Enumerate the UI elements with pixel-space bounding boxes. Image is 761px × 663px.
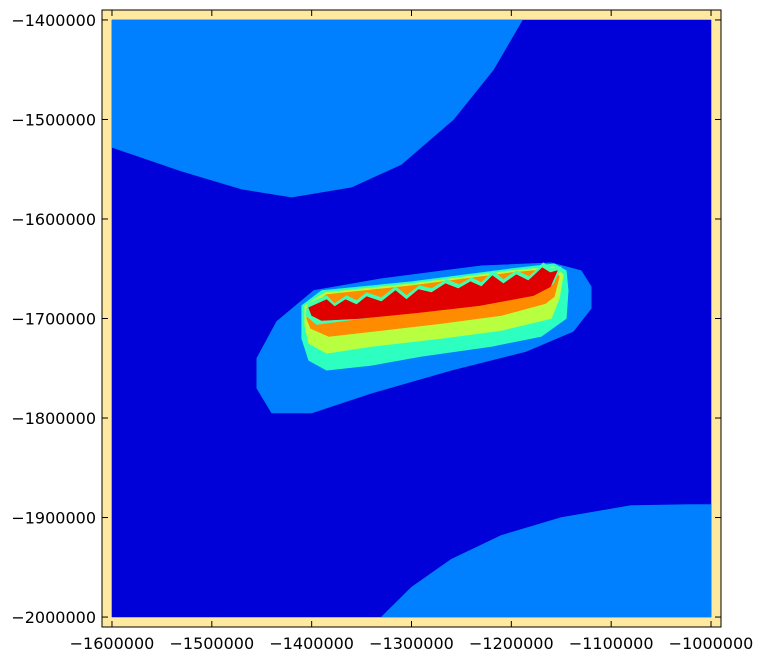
contour-level-1-region-1: [381, 504, 712, 618]
x-tick-label: −1600000: [70, 634, 155, 653]
y-tick-label: −1700000: [11, 310, 96, 329]
x-tick-label: −1000000: [669, 634, 754, 653]
y-tick-label: −1800000: [11, 409, 96, 428]
x-tick-label: −1100000: [569, 634, 654, 653]
y-tick-label: −1600000: [11, 210, 96, 229]
contour-level-6-region-0: [308, 267, 558, 321]
y-tick-label: −1900000: [11, 509, 96, 528]
x-tick-label: −1500000: [169, 634, 254, 653]
x-axis: −1600000 −1500000 −1400000 −1300000 −1200000…: [70, 10, 754, 653]
x-tick-label: −1300000: [369, 634, 454, 653]
x-tick-label: −1200000: [469, 634, 554, 653]
y-tick-label: −1400000: [11, 11, 96, 30]
y-tick-label: −1500000: [11, 110, 96, 129]
y-tick-label: −2000000: [11, 608, 96, 627]
contour-level-1-region-0: [111, 19, 523, 198]
contour-fill-layers: [111, 19, 712, 618]
y-axis: −1400000 −1500000 −1600000 −1700000 −1800000…: [11, 11, 721, 627]
x-tick-label: −1400000: [269, 634, 354, 653]
